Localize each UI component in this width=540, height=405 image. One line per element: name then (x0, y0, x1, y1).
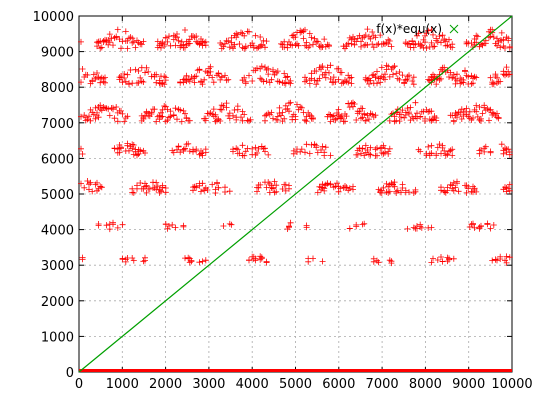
point-band (79, 253, 513, 267)
point-band (78, 62, 513, 88)
y-tick-label: 4000 (41, 224, 74, 239)
legend: f(x)*equ(x) (376, 22, 459, 36)
y-tick-label: 6000 (41, 152, 74, 167)
x-tick-label: 0 (75, 377, 83, 392)
point-band (78, 178, 513, 196)
diagonal-line (78, 15, 513, 373)
y-tick-label: 8000 (41, 81, 74, 96)
y-tick-label: 3000 (41, 259, 74, 274)
x-tick-label: 9000 (452, 377, 485, 392)
point-band-baseline (79, 369, 512, 372)
y-tick-label: 7000 (41, 117, 74, 132)
x-tick-label: 1000 (106, 377, 139, 392)
x-tick-label: 8000 (409, 377, 442, 392)
y-tick-label: 2000 (41, 295, 74, 310)
x-tick-label: 7000 (366, 377, 399, 392)
x-tick-label: 5000 (279, 377, 312, 392)
legend-label: f(x)*equ(x) (376, 22, 442, 36)
point-band (78, 99, 502, 125)
x-tick-label: 4000 (236, 377, 269, 392)
point-band (78, 140, 513, 159)
x-tick-label: 10000 (491, 377, 532, 392)
axis-ticks: 0 1000 2000 3000 4000 5000 6000 7000 8000 9000 100… (33, 10, 533, 392)
point-series (78, 26, 513, 372)
legend-marker (449, 24, 459, 34)
x-tick-label: 2000 (149, 377, 182, 392)
y-tick-label: 1000 (41, 330, 74, 345)
grid (79, 16, 512, 372)
x-tick-label: 3000 (192, 377, 225, 392)
line-series (78, 15, 513, 373)
point-band (78, 26, 513, 52)
y-tick-label: 10000 (33, 10, 74, 25)
y-tick-label: 9000 (41, 46, 74, 61)
x-tick-label: 6000 (322, 377, 355, 392)
point-band (95, 219, 497, 233)
y-tick-label: 5000 (41, 188, 74, 203)
y-tick-label: 0 (66, 366, 74, 381)
